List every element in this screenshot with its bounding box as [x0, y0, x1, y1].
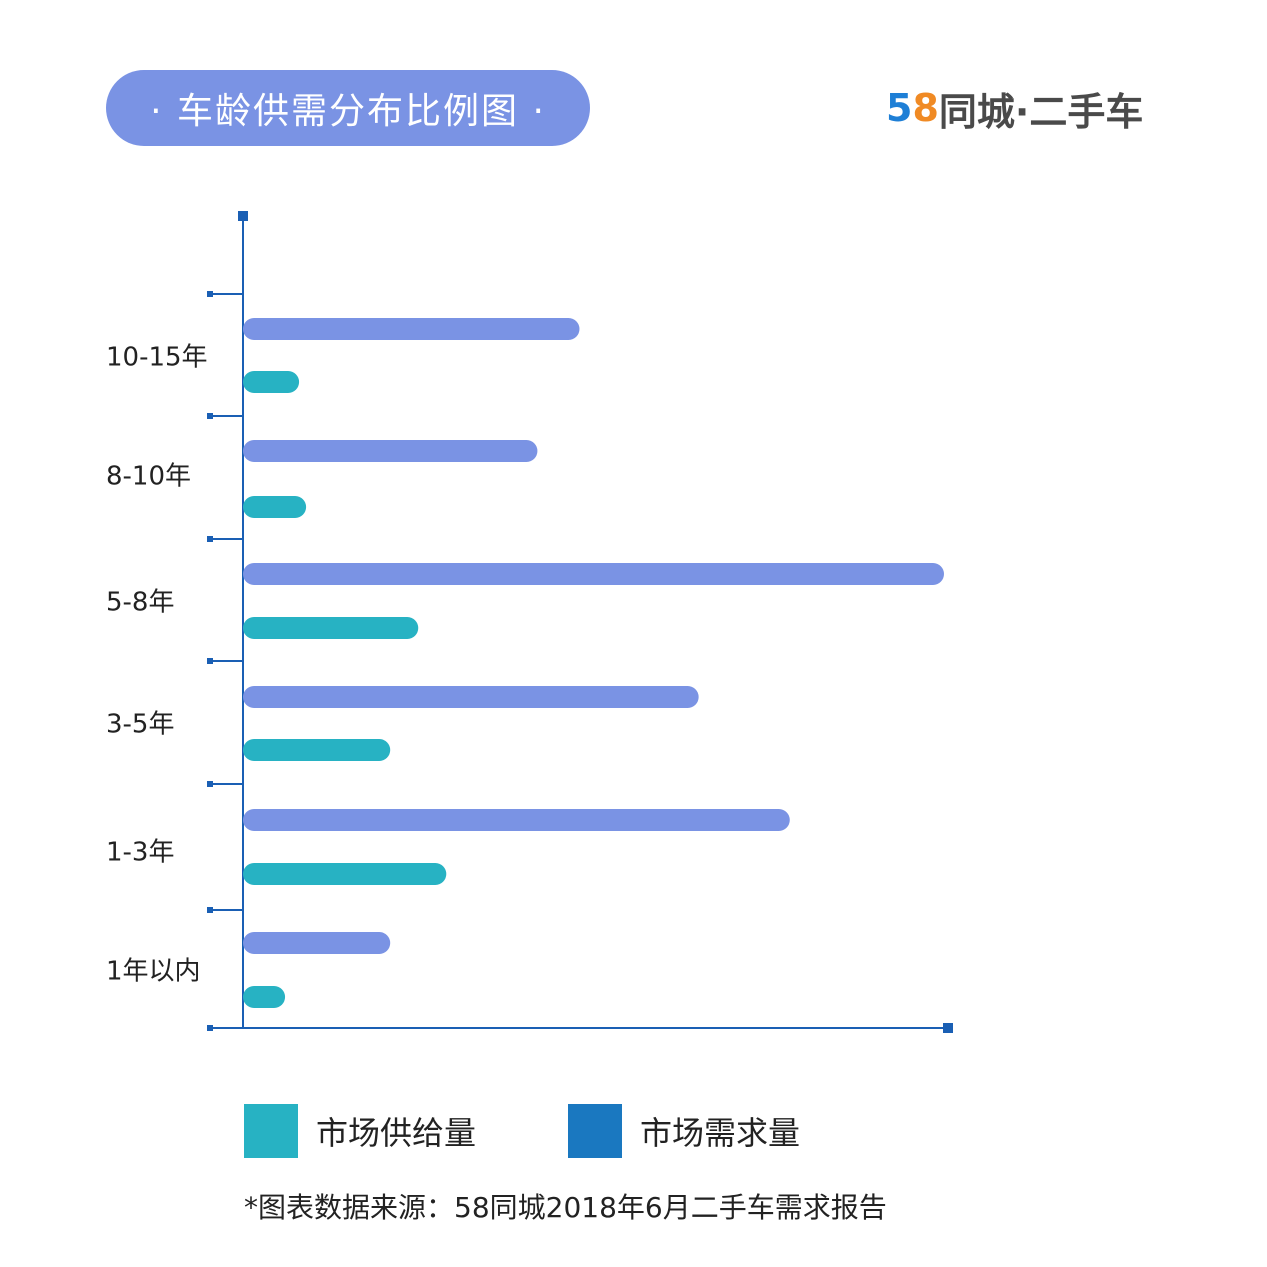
bar-demand-1: [243, 440, 538, 462]
category-label-1: 8-10年: [106, 462, 191, 492]
x-axis-end-marker: [943, 1023, 953, 1033]
data-source-note: *图表数据来源：58同城2018年6月二手车需求报告: [244, 1191, 887, 1224]
logo-digit-5: 5: [886, 86, 913, 130]
bar-demand-0: [243, 318, 580, 340]
bar-demand-2: [243, 563, 944, 585]
legend-swatch-demand: [568, 1104, 623, 1158]
bar-demand-4: [243, 809, 790, 831]
y-tick-marker-0: [207, 291, 213, 297]
chart-title: · 车龄供需分布比例图 ·: [106, 70, 590, 146]
bar-supply-3: [243, 739, 391, 761]
y-tick-marker-2: [207, 536, 213, 542]
bar-supply-4: [243, 863, 447, 885]
category-label-3: 3-5年: [106, 710, 174, 740]
x-axis-start-marker: [207, 1025, 213, 1031]
y-tick-marker-3: [207, 658, 213, 664]
legend-label-demand: 市场需求量: [640, 1114, 801, 1152]
legend-item-supply: 市场供给量: [244, 1104, 476, 1158]
y-tick-marker-1: [207, 413, 213, 419]
bar-supply-1: [243, 496, 307, 518]
legend-label-supply: 市场供给量: [316, 1114, 477, 1152]
legend-swatch-supply: [244, 1104, 298, 1158]
legend: 市场供给量 市场需求量: [244, 1104, 892, 1158]
brand-logo: 5 8 同城·二手车: [886, 78, 1143, 138]
category-label-0: 10-15年: [106, 343, 208, 373]
bar-demand-5: [243, 932, 391, 954]
bar-supply-5: [243, 986, 286, 1008]
y-axis-end-marker: [238, 211, 248, 221]
bar-demand-3: [243, 686, 699, 708]
bar-supply-0: [243, 371, 300, 393]
legend-item-demand: 市场需求量: [568, 1104, 800, 1158]
y-tick-marker-5: [207, 907, 213, 913]
y-tick-marker-4: [207, 781, 213, 787]
category-label-2: 5-8年: [106, 588, 174, 618]
category-label-4: 1-3年: [106, 838, 174, 868]
logo-text: 同城·二手车: [938, 89, 1144, 134]
category-label-5: 1年以内: [106, 957, 201, 987]
bar-supply-2: [243, 617, 419, 639]
logo-digit-8: 8: [912, 86, 939, 130]
